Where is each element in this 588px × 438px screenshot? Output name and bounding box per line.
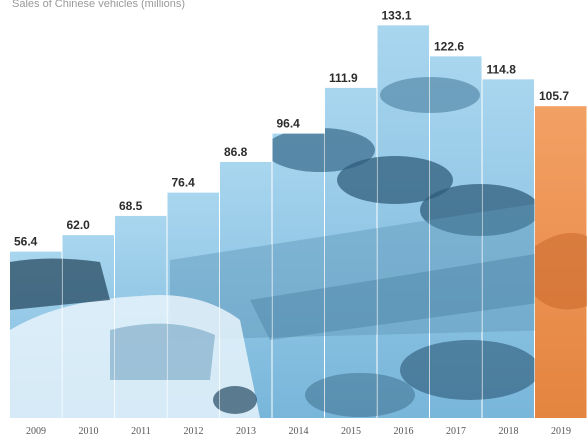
value-label-2019: 105.7: [539, 89, 569, 103]
value-label-2010: 62.0: [67, 218, 91, 232]
x-tick-label-2012: 2012: [184, 426, 204, 437]
bar-2014: [272, 133, 325, 418]
x-tick-label-2013: 2013: [236, 426, 256, 437]
x-tick-label-2019: 2019: [551, 426, 571, 437]
car-photo-shape: [250, 250, 535, 340]
value-label-2013: 86.8: [224, 145, 248, 159]
x-axis-labels-group: 2009 2010 2011 2012 2013 2014 2015 2016 2017 2018…: [26, 426, 571, 437]
value-label-2017: 122.6: [434, 39, 464, 53]
car-photo-shape: [170, 200, 535, 340]
x-tick-label-2009: 2009: [26, 426, 46, 437]
x-tick-label-2018: 2018: [499, 426, 519, 437]
car-photo-shape: [400, 340, 535, 400]
x-tick-label-2011: 2011: [131, 426, 151, 437]
car-photo-shape: [420, 184, 535, 236]
value-label-2016: 133.1: [382, 8, 412, 22]
value-label-2012: 76.4: [172, 176, 196, 190]
car-photo-overlay: [10, 77, 535, 418]
car-photo-shape: [10, 258, 110, 310]
car-photo-shape: [265, 128, 375, 172]
value-label-2018: 114.8: [487, 62, 517, 76]
chart-subtitle: Sales of Chinese vehicles (millions): [12, 0, 186, 10]
car-photo-shape: [380, 77, 480, 113]
x-tick-label-2017: 2017: [446, 426, 466, 437]
value-labels-group: 56.4 62.0 68.5 76.4 86.8 96.4 111.9 133.1 122.6 1…: [14, 8, 569, 248]
x-tick-label-2016: 2016: [394, 426, 414, 437]
value-label-2011: 68.5: [119, 199, 143, 213]
value-label-2009: 56.4: [14, 235, 38, 249]
x-tick-label-2010: 2010: [79, 426, 99, 437]
value-label-2014: 96.4: [277, 117, 301, 131]
car-photo-shape: [213, 386, 257, 414]
car-photo-shape: [305, 373, 415, 417]
car-photo-shape-2019: [535, 232, 587, 310]
car-photo-shape: [337, 156, 453, 204]
x-tick-label-2015: 2015: [341, 426, 361, 437]
x-tick-label-2014: 2014: [289, 426, 309, 437]
value-label-2015: 111.9: [329, 71, 358, 85]
car-photo-shape: [110, 323, 215, 380]
